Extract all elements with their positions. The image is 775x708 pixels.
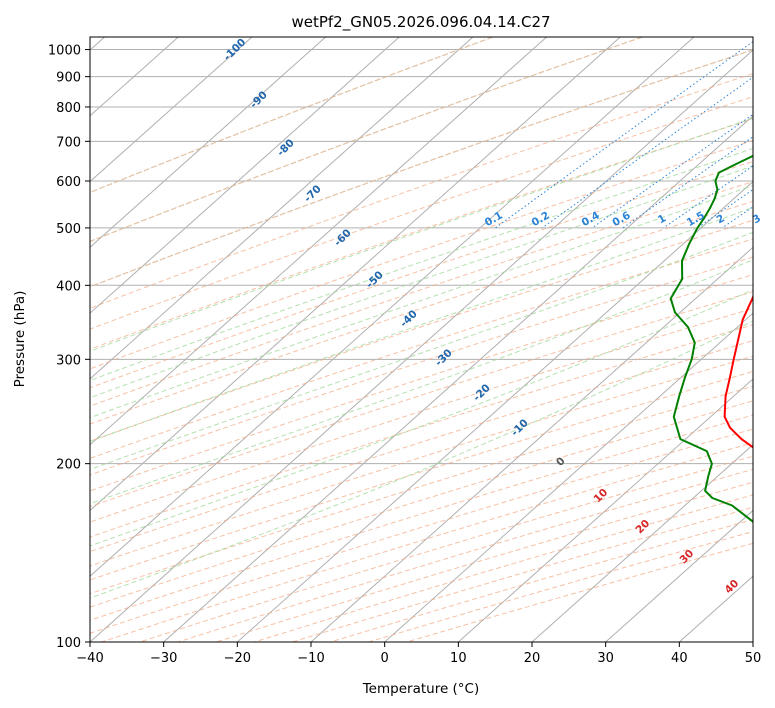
x-tick-label: −10	[297, 651, 324, 666]
isotherm-gridline	[237, 180, 753, 642]
dry-adiabat	[90, 73, 753, 309]
x-tick-label: 50	[745, 651, 762, 666]
moist-adiabats	[90, 117, 753, 599]
dry-adiabat	[90, 370, 753, 581]
y-tick-label: 700	[56, 135, 81, 150]
isotherm-gridline	[90, 37, 400, 314]
plot-frame	[89, 36, 754, 643]
y-tick-label: 200	[56, 458, 81, 473]
dry-adiabat	[90, 355, 753, 567]
x-tick-label: 20	[524, 651, 541, 666]
x-tick-label: 30	[597, 651, 614, 666]
dry-adiabats	[90, 37, 753, 642]
y-tick-label: 500	[56, 222, 81, 237]
dry-adiabat	[90, 49, 753, 288]
x-tick-label: 40	[671, 651, 688, 666]
isotherm-gridline	[90, 37, 621, 512]
isotherm-gridline	[90, 37, 547, 446]
y-tick-label: 1000	[48, 44, 81, 59]
dry-adiabat	[90, 385, 753, 595]
dry-adiabat	[90, 324, 753, 538]
mixing-ratio-line	[591, 113, 753, 229]
x-axis-title: Temperature (°C)	[362, 681, 480, 697]
x-tick-label: −20	[224, 651, 251, 666]
mixing-ratio-line	[663, 165, 753, 229]
x-tick-label: 0	[381, 651, 389, 666]
x-tick-label: −30	[150, 651, 177, 666]
mixing-ratio-lines	[495, 40, 753, 229]
moist-adiabat	[90, 320, 753, 599]
x-axis: −40 −30 −20 −10 0 10 20 30 40 50	[76, 642, 761, 666]
isotherm-gridline	[90, 37, 253, 183]
isotherm-gridline	[384, 312, 753, 642]
y-tick-label: 800	[56, 101, 81, 116]
isotherm-gridline	[90, 37, 326, 249]
isotherm-gridline	[531, 444, 753, 642]
sounding-series	[669, 154, 753, 524]
dry-adiabat	[90, 37, 494, 194]
y-axis-title: Pressure (hPa)	[12, 291, 28, 388]
y-tick-label: 100	[56, 636, 81, 651]
dry-adiabat	[90, 340, 753, 553]
mixing-ratio-line	[495, 40, 753, 229]
isotherm-gridline	[163, 115, 753, 642]
y-tick-label: 600	[56, 175, 81, 190]
y-axis: 100 200 300 400 500 600 700 800 900 1000	[48, 44, 90, 651]
dry-adiabat	[90, 37, 643, 243]
dry-adiabat	[90, 118, 753, 350]
y-tick-label: 900	[56, 71, 81, 86]
isotherm-gridline	[458, 378, 753, 642]
moist-adiabat	[90, 289, 753, 547]
moist-adiabat	[90, 165, 753, 399]
isotherm-gridline	[90, 49, 753, 642]
dry-adiabat	[90, 160, 753, 389]
moist-adiabat	[90, 231, 753, 470]
dewpoint-line	[669, 154, 753, 524]
dry-adiabat	[90, 96, 753, 330]
moist-adiabat	[90, 259, 753, 505]
x-tick-label: 10	[450, 651, 467, 666]
y-tick-label: 400	[56, 279, 81, 294]
x-tick-label: −40	[76, 651, 103, 666]
moist-adiabat	[90, 206, 753, 442]
y-tick-label: 300	[56, 353, 81, 368]
isotherm-gridline	[90, 37, 695, 577]
chart-title: wetPf2_GN05.2026.096.04.14.C27	[291, 13, 550, 32]
